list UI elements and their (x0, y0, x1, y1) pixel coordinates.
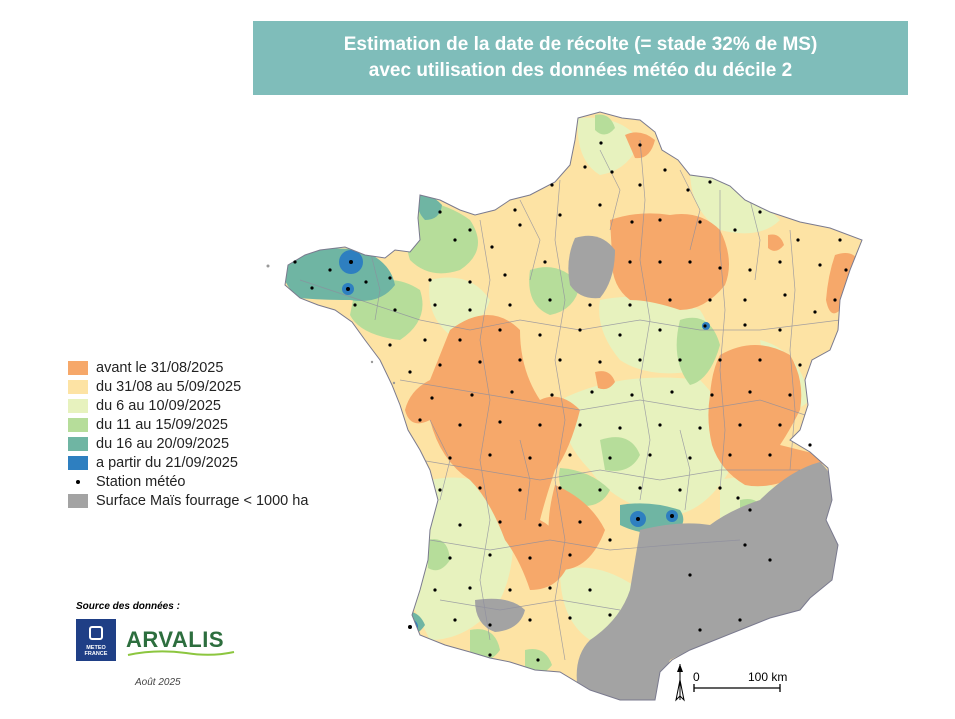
arvalis-wave-icon (127, 650, 235, 656)
legend-label: du 16 au 20/09/2025 (96, 435, 230, 452)
island-mark (392, 381, 396, 385)
station-dot-icon (68, 475, 88, 489)
scale-start-label: 0 (693, 670, 700, 684)
meteo-france-logo: METEO FRANCE (76, 619, 116, 661)
legend-swatch (68, 417, 88, 432)
map-title-line2: avec utilisation des données météo du dé… (368, 60, 793, 81)
legend-item: du 6 au 10/09/2025 (68, 396, 308, 415)
station-markers (293, 141, 848, 662)
legend-label: du 31/08 au 5/09/2025 (96, 378, 242, 395)
legend-swatch (68, 398, 88, 413)
legend-item: avant le 31/08/2025 (68, 358, 308, 377)
legend-swatch (68, 493, 88, 508)
north-arrow-icon (675, 664, 685, 702)
legend-swatch (68, 379, 88, 394)
legend-label: a partir du 21/09/2025 (96, 454, 238, 471)
meteo-france-mark-icon (89, 626, 103, 640)
legend-item: Station météo (68, 472, 308, 491)
map-title-banner: Estimation de la date de récolte (= stad… (253, 21, 908, 95)
meteo-france-text: METEO FRANCE (84, 645, 108, 657)
legend-swatch (68, 436, 88, 451)
island-mark (370, 360, 374, 364)
source-label: Source des données : (76, 601, 180, 612)
legend-item: du 16 au 20/09/2025 (68, 434, 308, 453)
zone-surface-faible (475, 235, 842, 700)
legend-item: du 11 au 15/09/2025 (68, 415, 308, 434)
legend-label: Surface Maïs fourrage < 1000 ha (96, 492, 309, 509)
legend-label: Station météo (96, 473, 186, 490)
arvalis-logo: ARVALIS (126, 627, 225, 652)
scale-end-label: 100 km (748, 670, 788, 684)
department-boundaries (299, 139, 841, 661)
legend-item: Surface Maïs fourrage < 1000 ha (68, 491, 308, 510)
legend-swatch (68, 360, 88, 375)
legend-item: du 31/08 au 5/09/2025 (68, 377, 308, 396)
legend-label: avant le 31/08/2025 (96, 359, 224, 376)
map-title-line1: Estimation de la date de récolte (= stad… (343, 34, 818, 55)
legend-label: du 11 au 15/09/2025 (96, 416, 228, 433)
legend-item: a partir du 21/09/2025 (68, 453, 308, 472)
legend-swatch (68, 455, 88, 470)
scale-bar (693, 684, 781, 692)
island-mark (266, 264, 270, 268)
publication-date: Août 2025 (135, 677, 181, 688)
legend-label: du 6 au 10/09/2025 (96, 397, 221, 414)
map-legend: avant le 31/08/2025 du 31/08 au 5/09/202… (68, 358, 308, 510)
